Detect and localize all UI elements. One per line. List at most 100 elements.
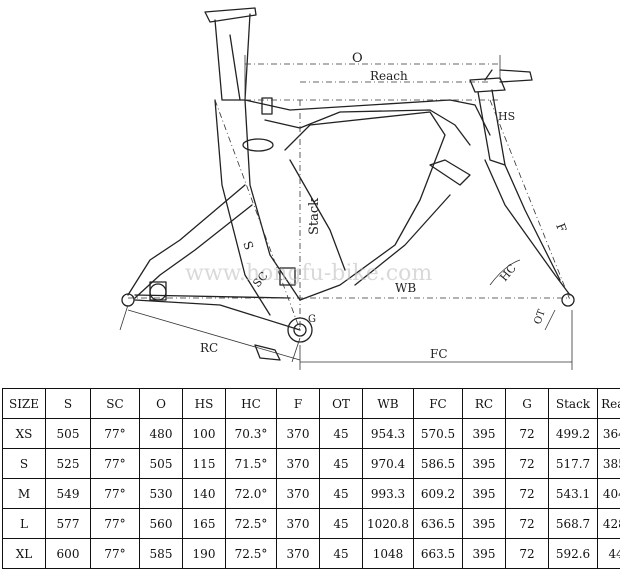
size-cell: M (3, 479, 46, 509)
col-header: Reach (598, 389, 620, 419)
table-cell: 190 (183, 539, 226, 569)
table-cell: 480 (140, 419, 183, 449)
table-cell: 568.7 (549, 509, 598, 539)
label-fc: FC (430, 347, 448, 361)
bike-frame-diagram: www.hongfu-bike.com O Reach HS Stack S S… (0, 0, 620, 385)
label-o: O (352, 51, 363, 66)
table-cell: 70.3° (226, 419, 277, 449)
table-cell: 100 (183, 419, 226, 449)
label-stack: Stack (307, 198, 322, 235)
table-cell: 395 (463, 479, 506, 509)
label-f: F (553, 221, 569, 234)
table-cell: 140 (183, 479, 226, 509)
col-header: WB (363, 389, 414, 419)
table-cell: 72 (506, 479, 549, 509)
size-cell: XS (3, 419, 46, 449)
table-cell: 115 (183, 449, 226, 479)
table-cell: 72.5° (226, 539, 277, 569)
table-cell: 1048 (363, 539, 414, 569)
table-cell: 517.7 (549, 449, 598, 479)
table-cell: 45 (320, 449, 363, 479)
table-cell: 370 (277, 479, 320, 509)
table-cell: 525 (46, 449, 91, 479)
table-cell: 585 (140, 539, 183, 569)
table-cell: 165 (183, 509, 226, 539)
geometry-table: SIZE S SC O HS HC F OT WB FC RC G Stack … (2, 388, 620, 569)
table-cell: 395 (463, 449, 506, 479)
col-header: F (277, 389, 320, 419)
size-cell: S (3, 449, 46, 479)
table-cell: 385.5 (598, 449, 620, 479)
col-header: RC (463, 389, 506, 419)
col-header: SIZE (3, 389, 46, 419)
table-cell: 77° (91, 539, 140, 569)
label-hs: HS (498, 110, 515, 123)
table-cell: 72.0° (226, 479, 277, 509)
table-cell: 993.3 (363, 479, 414, 509)
table-cell: 370 (277, 509, 320, 539)
table-cell: 395 (463, 419, 506, 449)
table-cell: 72 (506, 419, 549, 449)
label-g: G (308, 314, 316, 325)
table-cell: 543.1 (549, 479, 598, 509)
label-wb: WB (395, 281, 416, 295)
table-cell: 370 (277, 539, 320, 569)
table-cell: 72.5° (226, 509, 277, 539)
table-cell: 954.3 (363, 419, 414, 449)
table-cell: 72 (506, 539, 549, 569)
table-cell: 560 (140, 509, 183, 539)
table-cell: 609.2 (414, 479, 463, 509)
table-cell: 530 (140, 479, 183, 509)
table-cell: 505 (46, 419, 91, 449)
col-header: S (46, 389, 91, 419)
dimension-arrows (120, 55, 572, 370)
table-cell: 600 (46, 539, 91, 569)
table-cell: 45 (320, 539, 363, 569)
table-cell: 592.6 (549, 539, 598, 569)
label-ot: OT (532, 308, 548, 326)
label-rc: RC (200, 341, 218, 355)
label-hc: HC (497, 262, 519, 284)
size-cell: XL (3, 539, 46, 569)
rear-stays (122, 185, 300, 330)
table-cell: 364.8 (598, 419, 620, 449)
label-reach: Reach (370, 69, 408, 83)
table-cell: 77° (91, 419, 140, 449)
table-cell: 663.5 (414, 539, 463, 569)
table-cell: 77° (91, 449, 140, 479)
table-cell: 370 (277, 449, 320, 479)
table-cell: 448 (598, 539, 620, 569)
col-header: HC (226, 389, 277, 419)
table-cell: 570.5 (414, 419, 463, 449)
table-cell: 370 (277, 419, 320, 449)
dimension-lines (128, 64, 570, 330)
table-cell: 499.2 (549, 419, 598, 449)
table-cell: 77° (91, 509, 140, 539)
table-cell: 395 (463, 539, 506, 569)
table-cell: 577 (46, 509, 91, 539)
table-cell: 428.7 (598, 509, 620, 539)
col-header: FC (414, 389, 463, 419)
table-cell: 549 (46, 479, 91, 509)
col-header: OT (320, 389, 363, 419)
table-cell: 45 (320, 509, 363, 539)
table-cell: 636.5 (414, 509, 463, 539)
table-cell: 45 (320, 479, 363, 509)
table-cell: 586.5 (414, 449, 463, 479)
table-cell: 1020.8 (363, 509, 414, 539)
label-s: S (240, 239, 256, 252)
col-header: O (140, 389, 183, 419)
table-cell: 72 (506, 509, 549, 539)
table-cell: 72 (506, 449, 549, 479)
size-cell: L (3, 509, 46, 539)
table-cell: 970.4 (363, 449, 414, 479)
table-cell: 77° (91, 479, 140, 509)
table-cell: 404.6 (598, 479, 620, 509)
col-header: Stack (549, 389, 598, 419)
seatpost (205, 8, 256, 100)
